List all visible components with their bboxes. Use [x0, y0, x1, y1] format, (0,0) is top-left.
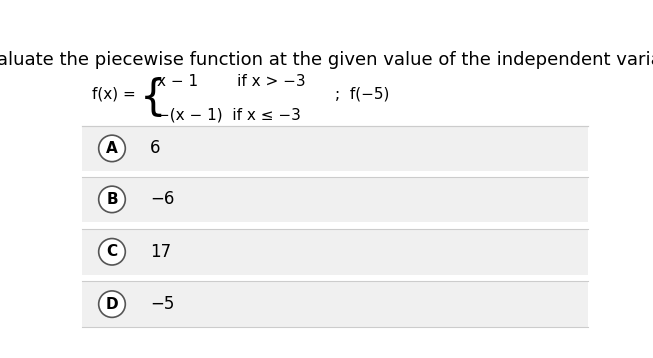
FancyBboxPatch shape — [82, 126, 588, 171]
Text: C: C — [106, 244, 118, 259]
Text: f(x) =: f(x) = — [91, 87, 135, 101]
Ellipse shape — [99, 186, 125, 213]
Text: A: A — [106, 141, 118, 156]
FancyBboxPatch shape — [82, 281, 588, 327]
Text: {: { — [140, 77, 167, 119]
Text: x − 1        if x > −3: x − 1 if x > −3 — [157, 74, 305, 89]
Text: −(x − 1)  if x ≤ −3: −(x − 1) if x ≤ −3 — [157, 107, 300, 122]
Text: B: B — [106, 192, 118, 207]
Text: Evaluate the piecewise function at the given value of the independent variable.: Evaluate the piecewise function at the g… — [0, 51, 653, 69]
Ellipse shape — [99, 135, 125, 161]
Text: −6: −6 — [150, 190, 174, 208]
Ellipse shape — [99, 238, 125, 265]
Text: ;  f(−5): ; f(−5) — [335, 87, 389, 101]
Text: 17: 17 — [150, 243, 171, 261]
Text: 6: 6 — [150, 139, 161, 158]
FancyBboxPatch shape — [82, 229, 588, 275]
Text: D: D — [106, 297, 118, 312]
Ellipse shape — [99, 291, 125, 318]
FancyBboxPatch shape — [82, 176, 588, 222]
Text: −5: −5 — [150, 295, 174, 313]
